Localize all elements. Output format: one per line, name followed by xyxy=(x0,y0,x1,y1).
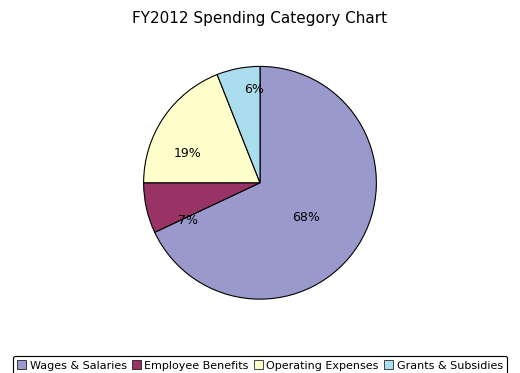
Legend: Wages & Salaries, Employee Benefits, Operating Expenses, Grants & Subsidies: Wages & Salaries, Employee Benefits, Ope… xyxy=(13,356,507,373)
Text: 7%: 7% xyxy=(178,213,198,226)
Wedge shape xyxy=(217,66,260,183)
Text: 19%: 19% xyxy=(174,147,202,160)
Wedge shape xyxy=(144,75,260,183)
Text: 68%: 68% xyxy=(293,211,320,224)
Text: 6%: 6% xyxy=(244,83,264,96)
Wedge shape xyxy=(154,66,376,299)
Title: FY2012 Spending Category Chart: FY2012 Spending Category Chart xyxy=(133,12,387,26)
Wedge shape xyxy=(144,183,260,232)
